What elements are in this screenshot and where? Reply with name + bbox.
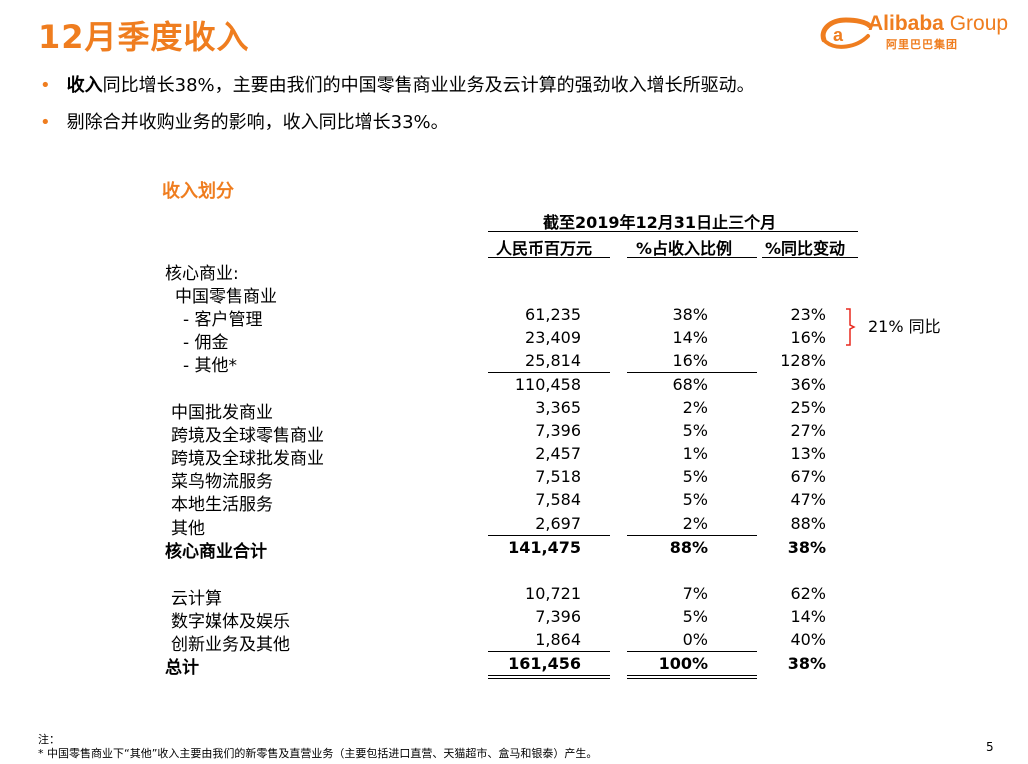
double-line-rmb-2: [488, 678, 610, 679]
alibaba-smile-icon: a: [820, 17, 872, 49]
cell-rmb: 7,584: [535, 490, 581, 509]
svg-text:a: a: [833, 25, 844, 45]
yoy-annotation: 21% 同比: [868, 317, 941, 336]
cell-yoy: 27%: [790, 421, 826, 440]
row-label: 创新业务及其他: [171, 635, 290, 655]
cell-pct: 68%: [672, 375, 708, 394]
cell-pct: 16%: [672, 351, 708, 370]
grand-total-line-pct: [627, 651, 757, 652]
column-underline-rmb: [488, 257, 610, 258]
cell-pct: 1%: [682, 444, 708, 463]
row-label: 跨境及全球零售商业: [171, 426, 324, 446]
core-total-line-pct: [627, 535, 757, 536]
cell-rmb: 10,721: [525, 584, 581, 603]
cell-rmb: 61,235: [525, 305, 581, 324]
double-line-pct-2: [627, 678, 757, 679]
group-label-china-retail: 中国零售商业: [175, 287, 277, 307]
grand-total-line-rmb: [488, 651, 610, 652]
cell-yoy: 62%: [790, 584, 826, 603]
cell-pct: 38%: [672, 305, 708, 324]
page-title: 12月季度收入: [38, 18, 250, 56]
cell-pct: 7%: [682, 584, 708, 603]
cell-yoy: 23%: [790, 305, 826, 324]
cell-pct: 2%: [682, 514, 708, 533]
column-header-rmb: 人民币百万元: [496, 239, 593, 258]
table-period-header: 截至2019年12月31日止三个月: [543, 213, 777, 232]
cell-yoy: 67%: [790, 467, 826, 486]
bracket-icon: [846, 308, 856, 346]
cell-rmb: 3,365: [535, 398, 581, 417]
cell-pct: 5%: [682, 490, 708, 509]
subtotal-line-pct: [627, 372, 757, 373]
row-label: 云计算: [171, 589, 222, 609]
row-label: 数字媒体及娱乐: [171, 612, 290, 632]
double-line-rmb-1: [488, 675, 610, 676]
cell-rmb: 7,518: [535, 467, 581, 486]
row-label: - 客户管理: [183, 310, 263, 330]
cell-yoy: 14%: [790, 607, 826, 626]
cell-yoy: 128%: [780, 351, 826, 370]
bullet-text: 剔除合并收购业务的影响，收入同比增长33%。: [66, 112, 449, 133]
logo-group-text: Group: [949, 12, 1009, 35]
subtotal-line-rmb: [488, 372, 610, 373]
cell-yoy: 40%: [790, 630, 826, 649]
column-header-yoy: %同比变动: [765, 239, 846, 258]
bullet-dot-icon: •: [40, 112, 51, 133]
group-label-core: 核心商业:: [165, 264, 239, 284]
cell-pct: 14%: [672, 328, 708, 347]
column-header-pct: %占收入比例: [636, 239, 733, 258]
cell-pct: 88%: [669, 538, 708, 557]
row-label: 中国批发商业: [171, 403, 273, 423]
row-label: - 其他*: [183, 356, 238, 376]
row-label: 跨境及全球批发商业: [171, 449, 324, 469]
cell-pct: 5%: [682, 421, 708, 440]
cell-yoy: 38%: [787, 654, 826, 673]
period-underline: [488, 231, 858, 232]
cell-pct: 2%: [682, 398, 708, 417]
cell-pct: 0%: [682, 630, 708, 649]
cell-yoy: 13%: [790, 444, 826, 463]
column-underline-pct: [627, 257, 757, 258]
row-label-total: 核心商业合计: [165, 542, 267, 562]
cell-yoy: 16%: [790, 328, 826, 347]
cell-rmb: 141,475: [508, 538, 581, 557]
bullet-excl-acquisitions: • 剔除合并收购业务的影响，收入同比增长33%。: [40, 108, 449, 134]
cell-rmb: 161,456: [508, 654, 581, 673]
logo-brand-text: Alibaba: [868, 12, 944, 35]
cell-yoy: 25%: [790, 398, 826, 417]
cell-rmb: 2,697: [535, 514, 581, 533]
row-label: - 佣金: [183, 333, 229, 353]
row-label: 菜鸟物流服务: [171, 472, 273, 492]
footnote-label: 注：: [38, 733, 60, 746]
cell-yoy: 36%: [790, 375, 826, 394]
cell-rmb: 23,409: [525, 328, 581, 347]
core-total-line-rmb: [488, 535, 610, 536]
cell-rmb: 7,396: [535, 607, 581, 626]
bullet-text: 同比增长38%，主要由我们的中国零售商业业务及云计算的强劲收入增长所驱动。: [102, 75, 755, 96]
cell-yoy: 38%: [787, 538, 826, 557]
cell-pct: 100%: [658, 654, 708, 673]
cell-rmb: 25,814: [525, 351, 581, 370]
column-underline-yoy: [762, 257, 858, 258]
page-number: 5: [986, 740, 994, 754]
cell-yoy: 88%: [790, 514, 826, 533]
row-label: 其他: [171, 519, 205, 539]
footnote-text: * 中国零售商业下“其他”收入主要由我们的新零售及直营业务（主要包括进口直营、天…: [38, 747, 598, 760]
row-label-grand-total: 总计: [165, 658, 199, 678]
cell-pct: 5%: [682, 607, 708, 626]
section-title: 收入划分: [162, 181, 234, 202]
row-label: 本地生活服务: [171, 495, 273, 515]
cell-rmb: 110,458: [514, 375, 581, 394]
bullet-revenue-growth: • 收入同比增长38%，主要由我们的中国零售商业业务及云计算的强劲收入增长所驱动。: [40, 71, 755, 97]
alibaba-group-logo: a Alibaba Group 阿里巴巴集团: [816, 10, 1021, 54]
cell-rmb: 1,864: [535, 630, 581, 649]
cell-yoy: 47%: [790, 490, 826, 509]
bullet-dot-icon: •: [40, 75, 51, 96]
double-line-pct-1: [627, 675, 757, 676]
logo-chinese-text: 阿里巴巴集团: [886, 38, 958, 51]
cell-rmb: 7,396: [535, 421, 581, 440]
cell-pct: 5%: [682, 467, 708, 486]
cell-rmb: 2,457: [535, 444, 581, 463]
bullet-bold-text: 收入: [66, 75, 103, 96]
